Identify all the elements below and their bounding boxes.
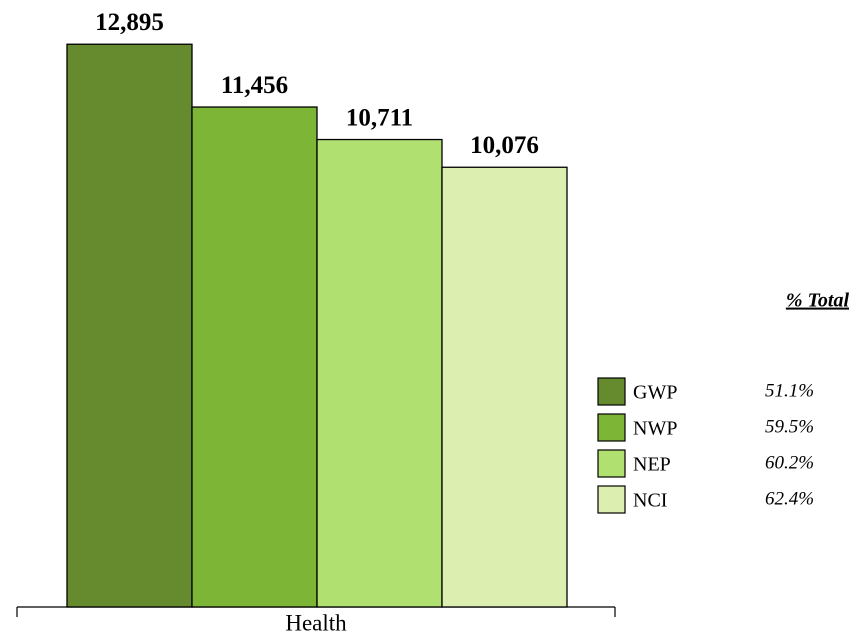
- bar: [316, 138, 443, 608]
- value-label: 12,895: [95, 9, 164, 36]
- bar: [191, 106, 318, 608]
- legend-label: GWP: [633, 382, 677, 404]
- legend-label: NEP: [633, 454, 671, 476]
- legend-title: % Total: [786, 290, 850, 312]
- legend-share: 62.4%: [765, 488, 814, 509]
- legend-label: NCI: [633, 490, 667, 512]
- value-label: 10,711: [346, 104, 413, 131]
- bar: [441, 166, 568, 608]
- legend-swatch: [597, 449, 626, 478]
- legend-swatch: [597, 485, 626, 514]
- legend-share: 59.5%: [765, 416, 814, 437]
- x-tick-label: Health: [285, 610, 347, 635]
- legend-swatch: [597, 377, 626, 406]
- value-label: 10,076: [470, 132, 539, 159]
- legend-share: 60.2%: [765, 452, 814, 473]
- bar: [66, 43, 193, 608]
- legend-swatch: [597, 413, 626, 442]
- legend-label: NWP: [633, 418, 677, 440]
- value-label: 11,456: [221, 72, 288, 99]
- legend-share: 51.1%: [765, 380, 814, 401]
